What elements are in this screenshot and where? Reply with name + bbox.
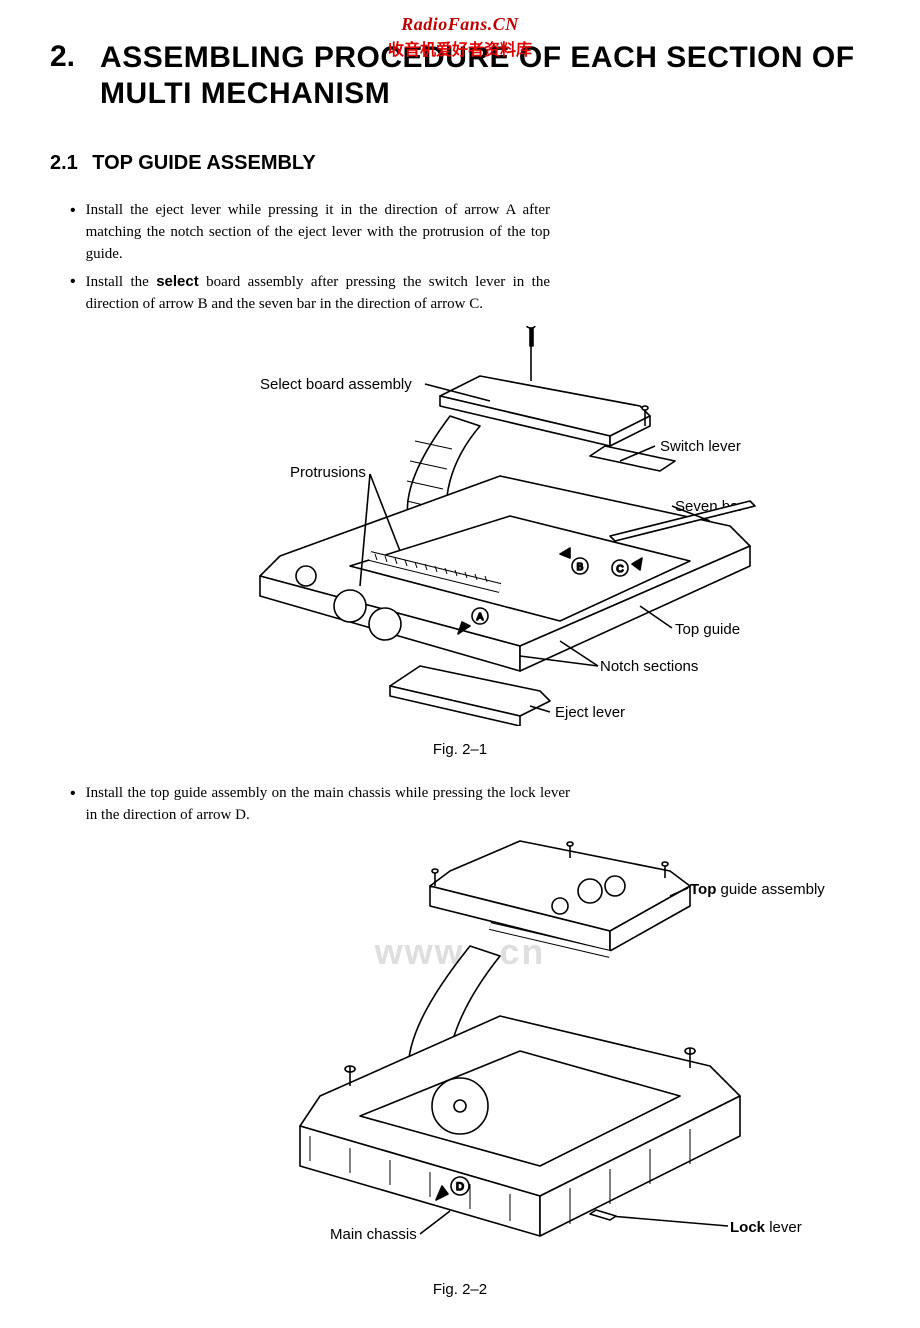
figure-2-caption: Fig. 2–2: [50, 1281, 870, 1298]
bullet-text: Install the top guide assembly on the ma…: [86, 783, 570, 827]
section-number: 2.: [50, 40, 75, 73]
bullet-marker: •: [70, 783, 76, 827]
svg-text:A: A: [477, 612, 484, 623]
figure-2-2: Top guide assembly Main chassis Lock lev…: [50, 836, 870, 1266]
bullet-list-top: • Install the eject lever while pressing…: [70, 200, 870, 316]
watermark-chinese: 收音机爱好者资料库: [388, 36, 532, 60]
svg-text:D: D: [456, 1181, 464, 1193]
bold-select: select: [156, 273, 199, 290]
bullet-list-mid: • Install the top guide assembly on the …: [70, 783, 870, 827]
subsection-number: 2.1: [50, 152, 78, 174]
document-page: RadioFans.CN 收音机爱好者资料库 2. ASSEMBLING PRO…: [0, 0, 920, 1328]
figure-2-1: www. .cn Select board assembly Protrusio…: [50, 326, 870, 726]
figure-1-caption: Fig. 2–1: [50, 741, 870, 758]
figure-2-diagram: D: [50, 836, 870, 1266]
figure-1-diagram: A B C: [50, 326, 870, 726]
svg-text:C: C: [616, 564, 623, 575]
subsection-title: TOP GUIDE ASSEMBLY: [92, 152, 315, 174]
bullet-text: Install the select board assembly after …: [86, 271, 550, 316]
bullet-text: Install the eject lever while pressing i…: [86, 200, 550, 265]
watermark-site: RadioFans.CN: [401, 14, 519, 35]
subsection-header: 2.1 TOP GUIDE ASSEMBLY: [50, 152, 870, 175]
bullet-marker: •: [70, 200, 76, 265]
bullet-item: • Install the top guide assembly on the …: [70, 783, 570, 827]
bullet-item: • Install the select board assembly afte…: [70, 271, 550, 316]
svg-text:B: B: [577, 562, 584, 573]
section-title-line2: MULTI MECHANISM: [100, 77, 390, 110]
bullet-item: • Install the eject lever while pressing…: [70, 200, 550, 265]
bullet-marker: •: [70, 271, 76, 316]
